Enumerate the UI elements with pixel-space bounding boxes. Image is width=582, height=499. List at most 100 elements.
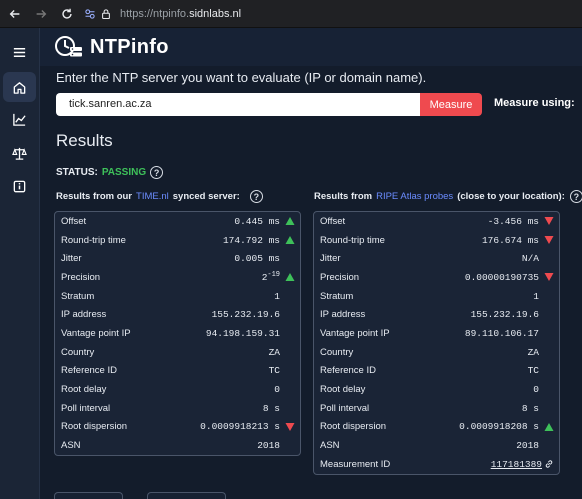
result-value-text: 0.0009918213 s [200, 421, 280, 433]
result-row-vantage-point-ip: Vantage point IP 89.110.106.17 [314, 324, 559, 343]
result-label: Precision [320, 271, 360, 283]
url-prefix: https://ntpinfo. [120, 7, 190, 20]
result-value: TC [528, 365, 539, 376]
url-domain: sidnlabs.nl [189, 7, 242, 20]
back-button[interactable] [4, 3, 26, 25]
site-settings-icon[interactable] [84, 8, 96, 20]
result-label: Root delay [320, 384, 366, 396]
result-value: 2018 [516, 440, 539, 451]
result-row-measurement-id: Measurement ID 117181389 [314, 455, 559, 474]
time-nl-link[interactable]: TIME.nl [136, 191, 169, 202]
triangle-down-icon [544, 273, 554, 282]
left-panel-heading: Results from our TIME.nl synced server: … [56, 190, 263, 203]
result-value-text: 0.005 ms [234, 253, 280, 265]
lock-icon[interactable] [100, 8, 112, 20]
right-head-pre: Results from [314, 191, 373, 202]
measure-button[interactable]: Measure [420, 93, 482, 116]
result-row-country: Country ZA [55, 343, 300, 362]
result-label: Poll interval [320, 402, 370, 414]
result-label: Offset [320, 215, 346, 227]
result-value: 0.0009918213 s [200, 421, 280, 432]
scale-icon [12, 147, 27, 160]
result-label: Reference ID [320, 365, 376, 377]
result-value: 0.0009918208 s [459, 421, 539, 432]
result-value[interactable]: 117181389 [491, 459, 542, 470]
result-label: Vantage point IP [320, 327, 390, 339]
result-value: 8 s [522, 403, 539, 414]
result-value-text: ZA [527, 346, 539, 358]
menu-toggle-button[interactable] [3, 37, 36, 67]
forward-button[interactable] [30, 3, 52, 25]
arrow-left-icon [9, 9, 20, 18]
status-badge: PASSING [101, 167, 147, 178]
result-value-text: TC [268, 365, 280, 377]
server-prompt: Enter the NTP server you want to evaluat… [56, 70, 427, 85]
bottom-action-button-2[interactable] [147, 492, 226, 499]
result-value-text: 0.00000190735 [464, 271, 539, 283]
result-value: 2018 [257, 440, 280, 451]
result-row-round-trip-time: Round-trip time 174.792 ms [55, 231, 300, 250]
result-row-root-delay: Root delay 0 [55, 380, 300, 399]
result-row-country: Country ZA [314, 343, 559, 362]
app-title: NTPinfo [90, 35, 169, 58]
result-value-text: 2018 [516, 440, 539, 452]
result-value: 8 s [263, 403, 280, 414]
reload-button[interactable] [56, 3, 78, 25]
result-value: ZA [269, 347, 280, 358]
result-row-asn: ASN 2018 [314, 436, 559, 455]
external-link-icon[interactable] [544, 459, 554, 469]
time-nl-results-panel: Offset 0.445 ms Round-trip time 174.792 ms J… [54, 211, 301, 456]
triangle-up-icon [285, 273, 295, 282]
result-label: Jitter [61, 253, 82, 265]
result-label: Offset [61, 215, 87, 227]
info-icon [13, 180, 26, 192]
sidebar-item-home[interactable] [3, 72, 36, 102]
result-label: Round-trip time [61, 234, 126, 246]
ripe-atlas-link[interactable]: RIPE Atlas probes [376, 191, 454, 202]
app-header: NTPinfo [40, 28, 582, 66]
result-value-text: 0 [533, 384, 539, 396]
result-label: IP address [61, 309, 107, 321]
bottom-action-button-1[interactable] [54, 492, 123, 499]
result-value-text: 0.445 ms [234, 215, 280, 227]
triangle-up-icon [544, 422, 554, 431]
sidebar-item-info[interactable] [3, 171, 36, 201]
ripe-atlas-results-panel: Offset -3.456 ms Round-trip time 176.674 ms… [313, 211, 560, 475]
result-row-root-dispersion: Root dispersion 0.0009918213 s [55, 418, 300, 437]
result-exponent: -19 [267, 271, 280, 280]
result-row-round-trip-time: Round-trip time 176.674 ms [314, 231, 559, 250]
result-label: ASN [320, 440, 340, 452]
result-value: 155.232.19.6 [471, 309, 539, 320]
result-row-poll-interval: Poll interval 8 s [314, 399, 559, 418]
result-label: Jitter [320, 253, 341, 265]
right-help-icon[interactable]: ? [569, 190, 582, 203]
result-value: 94.198.159.31 [206, 328, 280, 339]
left-help-icon[interactable]: ? [249, 190, 263, 203]
result-row-stratum: Stratum 1 [314, 287, 559, 306]
result-value-text: 0 [274, 384, 280, 396]
result-label: Root dispersion [320, 421, 387, 433]
result-value: 0.445 ms [234, 216, 280, 227]
measure-using-label: Measure using: [494, 97, 575, 109]
triangle-down-icon [544, 217, 554, 226]
result-row-stratum: Stratum 1 [55, 287, 300, 306]
sidebar-item-charts[interactable] [3, 104, 36, 134]
result-value: 89.110.106.17 [465, 328, 539, 339]
result-value-text: 1 [274, 290, 280, 302]
result-value: 155.232.19.6 [212, 309, 280, 320]
server-input[interactable]: tick.sanren.ac.za [56, 93, 422, 116]
result-row-asn: ASN 2018 [55, 436, 300, 455]
result-label: Reference ID [61, 365, 117, 377]
status-help-icon[interactable]: ? [150, 166, 164, 179]
result-label: Root delay [61, 384, 107, 396]
result-value-text: 2018 [257, 440, 280, 452]
result-value-text[interactable]: 117181389 [490, 458, 542, 470]
result-value: 0 [533, 384, 539, 395]
address-bar[interactable]: https://ntpinfo.sidnlabs.nl [120, 8, 241, 20]
result-row-precision: Precision 0.00000190735 [314, 268, 559, 287]
left-head-pre: Results from our [56, 191, 133, 202]
triangle-up-icon [285, 236, 295, 245]
status-line: STATUS: PASSING ? [56, 166, 164, 179]
ntpinfo-logo-icon [55, 36, 82, 57]
sidebar-item-compare[interactable] [3, 138, 36, 168]
